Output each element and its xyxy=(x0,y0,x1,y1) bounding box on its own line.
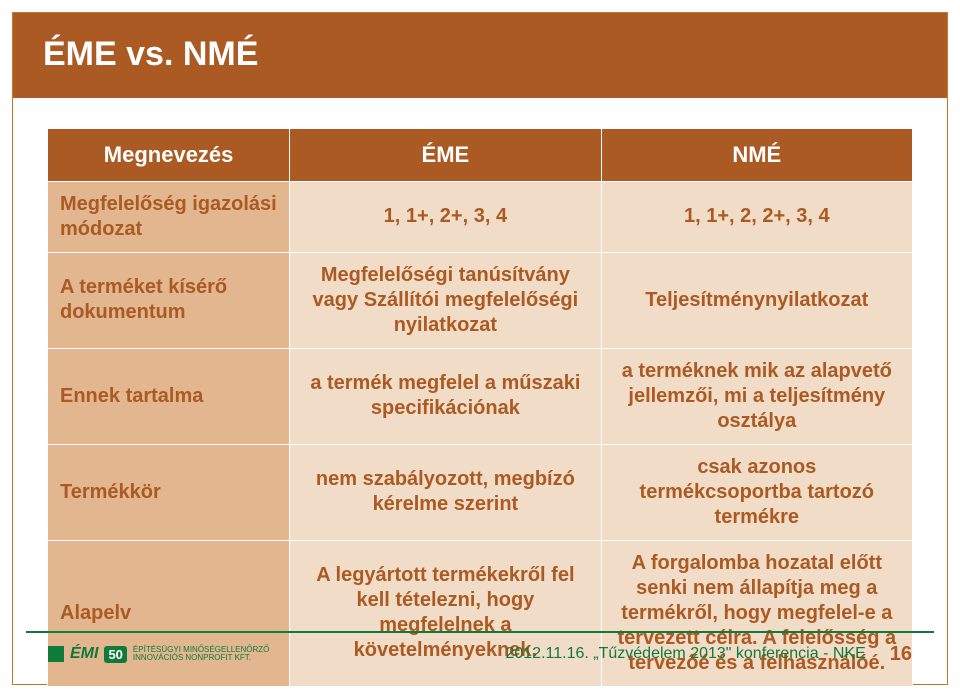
row-nme-value: csak azonos termékcsoportba tartozó term… xyxy=(601,444,912,540)
footer-center-text: 2012.11.16. „Tűzvédelem 2013" konferenci… xyxy=(269,645,889,663)
slide-frame: ÉME vs. NMÉ Megnevezés ÉME NMÉ Megfelelő… xyxy=(12,12,948,685)
footer-page-number: 16 xyxy=(890,643,912,666)
slide-title: ÉME vs. NMÉ xyxy=(13,13,947,98)
table-header-row: Megnevezés ÉME NMÉ xyxy=(48,129,913,182)
row-label: Ennek tartalma xyxy=(48,348,290,444)
col-header-eme: ÉME xyxy=(290,129,601,182)
logo-badge: 50 xyxy=(104,646,126,663)
row-nme-value: 1, 1+, 2, 2+, 3, 4 xyxy=(601,181,912,252)
table-row: Termékkör nem szabályozott, megbízó kére… xyxy=(48,444,913,540)
logo-text: ÉMI xyxy=(70,645,98,663)
row-eme-value: a termék megfelel a műszaki specifikáció… xyxy=(290,348,601,444)
slide-footer: ÉMI 50 ÉPÍTÉSÜGYI MINŐSÉGELLENŐRZŐ INNOV… xyxy=(26,631,934,671)
footer-logo: ÉMI 50 ÉPÍTÉSÜGYI MINŐSÉGELLENŐRZŐ INNOV… xyxy=(48,645,269,663)
table-row: A terméket kísérő dokumentum Megfelelősé… xyxy=(48,252,913,348)
row-label: A terméket kísérő dokumentum xyxy=(48,252,290,348)
logo-sub-line2: INNOVÁCIÓS NONPROFIT KFT. xyxy=(133,654,269,662)
row-label: Termékkör xyxy=(48,444,290,540)
logo-subtext: ÉPÍTÉSÜGYI MINŐSÉGELLENŐRZŐ INNOVÁCIÓS N… xyxy=(133,646,269,662)
logo-square-icon xyxy=(48,646,64,662)
col-header-nme: NMÉ xyxy=(601,129,912,182)
row-nme-value: Teljesítménynyilatkozat xyxy=(601,252,912,348)
table-row: Ennek tartalma a termék megfelel a műsza… xyxy=(48,348,913,444)
row-eme-value: nem szabályozott, megbízó kérelme szerin… xyxy=(290,444,601,540)
row-label: Megfelelőség igazolási módozat xyxy=(48,181,290,252)
row-nme-value: a terméknek mik az alapvető jellemzői, m… xyxy=(601,348,912,444)
row-eme-value: Megfelelőségi tanúsítvány vagy Szállítói… xyxy=(290,252,601,348)
content-area: Megnevezés ÉME NMÉ Megfelelőség igazolás… xyxy=(13,98,947,697)
col-header-name: Megnevezés xyxy=(48,129,290,182)
comparison-table: Megnevezés ÉME NMÉ Megfelelőség igazolás… xyxy=(47,128,913,687)
table-row: Megfelelőség igazolási módozat 1, 1+, 2+… xyxy=(48,181,913,252)
row-eme-value: 1, 1+, 2+, 3, 4 xyxy=(290,181,601,252)
